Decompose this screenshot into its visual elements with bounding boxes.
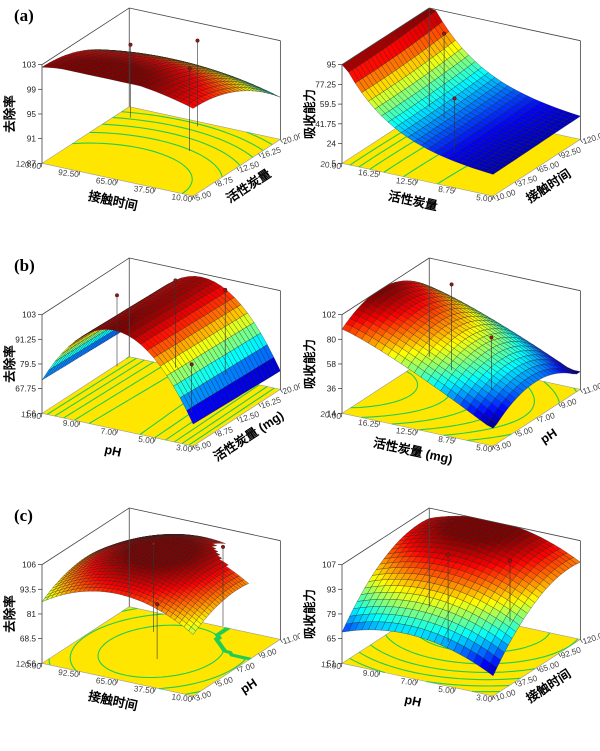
svg-text:5.00: 5.00 [476, 442, 494, 454]
svg-text:91: 91 [27, 134, 37, 144]
svg-text:3.00: 3.00 [176, 442, 194, 454]
svg-text:103: 103 [22, 60, 36, 70]
svg-text:5: 5 [331, 158, 336, 168]
svg-text:103: 103 [22, 310, 36, 320]
svg-text:8.75: 8.75 [438, 184, 456, 196]
svg-text:8.75: 8.75 [438, 434, 456, 446]
svg-text:9.00: 9.00 [362, 668, 380, 680]
svg-text:91.25: 91.25 [15, 334, 36, 344]
svg-text:41.75: 41.75 [315, 119, 336, 129]
svg-text:87: 87 [27, 158, 37, 168]
svg-text:5.00: 5.00 [476, 192, 494, 204]
svg-text:77.25: 77.25 [315, 79, 336, 89]
svg-text:81: 81 [27, 609, 37, 619]
svg-text:7.00: 7.00 [400, 676, 418, 688]
svg-text:吸收能力: 吸收能力 [302, 339, 317, 389]
svg-text:51: 51 [327, 658, 337, 668]
svg-text:3.00: 3.00 [476, 692, 494, 704]
svg-text:7.00: 7.00 [100, 426, 118, 438]
svg-text:58: 58 [327, 359, 337, 369]
svg-text:56: 56 [27, 658, 37, 668]
svg-text:59.5: 59.5 [320, 99, 337, 109]
svg-text:93: 93 [327, 584, 337, 594]
svg-text:95: 95 [27, 109, 37, 119]
svg-text:56: 56 [27, 408, 37, 418]
svg-text:去除率: 去除率 [2, 95, 17, 133]
svg-text:36: 36 [327, 384, 337, 394]
svg-text:5.00: 5.00 [138, 434, 156, 446]
svg-text:79: 79 [327, 609, 337, 619]
svg-text:吸收能力: 吸收能力 [302, 589, 317, 639]
svg-text:106: 106 [22, 560, 36, 570]
svg-text:65: 65 [327, 634, 337, 644]
svg-text:93.5: 93.5 [20, 584, 37, 594]
svg-text:14: 14 [327, 408, 337, 418]
svg-text:68.5: 68.5 [20, 634, 37, 644]
svg-text:95: 95 [327, 60, 337, 70]
svg-text:102: 102 [322, 310, 336, 320]
svg-text:去除率: 去除率 [2, 595, 17, 633]
svg-text:24: 24 [327, 139, 337, 149]
svg-text:107: 107 [322, 560, 336, 570]
svg-text:5.00: 5.00 [438, 684, 456, 696]
svg-text:去除率: 去除率 [2, 345, 17, 383]
svg-text:79.5: 79.5 [20, 359, 37, 369]
svg-text:吸收能力: 吸收能力 [302, 89, 317, 139]
svg-text:67.75: 67.75 [15, 384, 36, 394]
svg-text:80: 80 [327, 334, 337, 344]
svg-text:9.00: 9.00 [62, 418, 80, 430]
svg-text:99: 99 [27, 84, 37, 94]
